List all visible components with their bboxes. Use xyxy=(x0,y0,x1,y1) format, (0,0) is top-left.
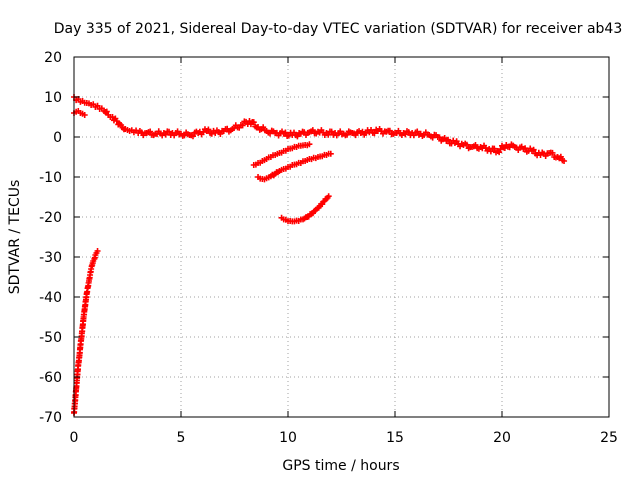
data-point xyxy=(306,141,313,148)
data-point xyxy=(250,119,257,126)
data-point xyxy=(491,145,498,152)
data-point xyxy=(294,133,301,140)
data-point xyxy=(445,136,452,143)
data-point xyxy=(205,126,212,133)
x-tick-label: 15 xyxy=(386,430,404,446)
data-point xyxy=(162,131,169,138)
y-tick-label: 20 xyxy=(44,50,62,66)
x-tick-label: 5 xyxy=(177,430,186,446)
data-point xyxy=(217,130,224,137)
data-point xyxy=(371,130,378,137)
data-point xyxy=(174,128,181,135)
data-point xyxy=(463,141,470,148)
chart-title: Day 335 of 2021, Sidereal Day-to-day VTE… xyxy=(54,21,623,37)
data-point xyxy=(352,132,359,139)
data-point xyxy=(81,112,88,118)
data-point xyxy=(309,127,316,134)
data-point xyxy=(260,124,267,131)
data-point xyxy=(325,193,332,200)
y-tick-label: -70 xyxy=(39,410,62,426)
y-tick-label: -50 xyxy=(39,330,62,346)
data-point xyxy=(557,153,564,160)
series-main-track xyxy=(71,94,568,164)
data-point xyxy=(113,118,120,124)
x-axis-label: GPS time / hours xyxy=(282,458,399,474)
data-point xyxy=(94,248,101,254)
data-point xyxy=(147,128,154,135)
data-point xyxy=(282,129,289,136)
data-point xyxy=(94,102,101,109)
x-tick-label: 10 xyxy=(279,430,297,446)
y-tick-label: -10 xyxy=(39,170,62,186)
data-point xyxy=(549,149,556,156)
series-mid-upper-arc xyxy=(250,141,313,168)
y-tick-label: -60 xyxy=(39,370,62,386)
plot-frame xyxy=(73,56,610,418)
data-point xyxy=(472,141,479,148)
x-tick-label: 20 xyxy=(493,430,511,446)
y-tick-label: -30 xyxy=(39,250,62,266)
data-point xyxy=(166,128,173,135)
y-tick-label: -20 xyxy=(39,210,62,226)
data-point xyxy=(325,131,332,138)
data-point xyxy=(344,131,351,138)
y-tick-label: 10 xyxy=(44,90,62,106)
data-point xyxy=(189,133,196,140)
grid xyxy=(74,57,609,417)
y-tick-label: -40 xyxy=(39,290,62,306)
data-point xyxy=(239,122,246,129)
data-point xyxy=(496,149,503,156)
data-point xyxy=(327,150,334,157)
data-point xyxy=(522,145,529,152)
axis-ticks: 0 5 10 15 20 25 -70 -60 -50 -40 -30 -20 -10 0 10 20 xyxy=(39,50,618,446)
data-point xyxy=(414,128,421,135)
data-point xyxy=(405,129,412,136)
data-point xyxy=(328,128,335,135)
x-tick-label: 25 xyxy=(600,430,618,446)
data-points xyxy=(71,94,568,416)
data-point xyxy=(402,131,409,138)
data-point xyxy=(530,146,537,153)
data-point xyxy=(337,128,344,135)
data-point xyxy=(501,145,508,152)
series-early-drop xyxy=(71,248,101,416)
data-point xyxy=(561,158,568,164)
data-point xyxy=(103,108,110,115)
series-late-short-track xyxy=(278,193,332,225)
series-mid-lower-arc xyxy=(255,150,334,183)
y-axis-label: SDTVAR / TECUs xyxy=(7,180,23,295)
y-tick-label: 0 xyxy=(53,130,62,146)
x-tick-label: 0 xyxy=(70,430,79,446)
data-point xyxy=(386,127,393,134)
data-point xyxy=(436,134,443,141)
data-point xyxy=(246,118,253,124)
